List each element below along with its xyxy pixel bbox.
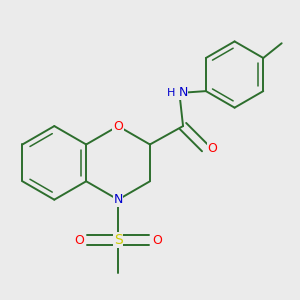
Text: O: O xyxy=(152,234,162,247)
Text: O: O xyxy=(208,142,218,155)
Text: O: O xyxy=(113,120,123,133)
Text: H: H xyxy=(167,88,176,98)
Text: S: S xyxy=(114,233,122,247)
Text: N: N xyxy=(178,86,188,100)
Text: O: O xyxy=(74,234,84,247)
Text: N: N xyxy=(113,193,123,206)
